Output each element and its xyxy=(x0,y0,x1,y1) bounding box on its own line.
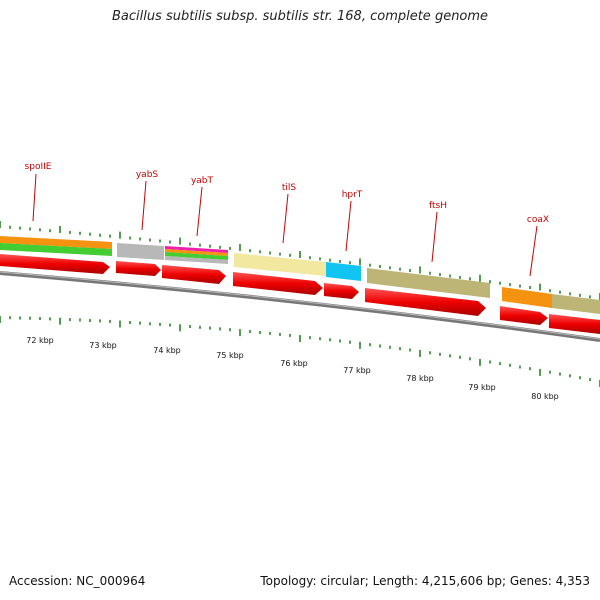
genome-backbone-highlight xyxy=(0,271,600,340)
feature-block-green xyxy=(0,243,112,256)
feature-block-magenta xyxy=(165,246,228,253)
kbp-label-79: 79 kbp xyxy=(468,383,496,392)
feature-block-khaki xyxy=(367,268,490,298)
kbp-label-72: 72 kbp xyxy=(26,336,54,345)
gene-arrow xyxy=(365,288,486,316)
feature-block-orange-3 xyxy=(502,287,552,308)
genome-backbone xyxy=(0,271,600,342)
gene-label-tilS: tilS xyxy=(282,183,297,193)
feature-block-cyan xyxy=(326,262,361,281)
kbp-label-73: 73 kbp xyxy=(89,341,117,350)
kbp-label-76: 76 kbp xyxy=(280,359,308,368)
kbp-label-78: 78 kbp xyxy=(406,374,434,383)
gene-arrow xyxy=(324,283,359,299)
gene-arrows xyxy=(0,254,600,334)
kbp-labels: 72 kbp 73 kbp 74 kbp 75 kbp 76 kbp 77 kb… xyxy=(26,336,559,401)
kbp-label-77: 77 kbp xyxy=(343,366,371,375)
feature-block-green-2 xyxy=(165,252,228,260)
gene-labels: spoIIE yabS yabT tilS hprT ftsH coaX xyxy=(25,162,550,225)
map-title: Bacillus subtilis subsp. subtilis str. 1… xyxy=(111,9,489,24)
feature-block-khaki-light xyxy=(234,253,326,276)
kbp-label-80: 80 kbp xyxy=(531,392,559,401)
gene-label-hprT: hprT xyxy=(342,190,363,200)
label-line-coaX xyxy=(529,225,538,277)
gene-label-coaX: coaX xyxy=(527,215,549,225)
feature-block-orange-2 xyxy=(165,249,228,256)
feature-block-grey xyxy=(117,243,164,260)
accession-text: Accession: NC_000964 xyxy=(9,574,146,588)
feature-track xyxy=(0,236,600,314)
upper-tick-marks xyxy=(0,221,600,300)
feature-block-orange xyxy=(0,236,112,249)
feature-block-grey-2 xyxy=(165,256,228,264)
gene-label-spoIIE: spoIIE xyxy=(25,162,52,172)
label-line-hprT xyxy=(345,200,352,252)
gene-label-lines xyxy=(32,173,538,277)
gene-arrow xyxy=(549,314,600,334)
kbp-label-75: 75 kbp xyxy=(216,351,244,360)
gene-arrow xyxy=(233,272,323,295)
label-line-ftsH xyxy=(431,211,438,263)
genome-summary-text: Topology: circular; Length: 4,215,606 bp… xyxy=(260,574,590,588)
feature-block-khaki-2 xyxy=(552,294,600,314)
gene-arrow xyxy=(500,306,548,325)
gene-arrow xyxy=(116,261,161,276)
gene-label-yabT: yabT xyxy=(191,176,214,186)
gene-label-yabS: yabS xyxy=(136,170,159,180)
label-line-yabT xyxy=(196,186,203,237)
lower-tick-marks xyxy=(0,316,600,387)
label-line-spoIIE xyxy=(32,173,37,222)
gene-arrow xyxy=(0,254,110,274)
label-line-yabS xyxy=(141,180,147,231)
gene-label-ftsH: ftsH xyxy=(429,201,447,211)
label-line-tilS xyxy=(282,193,289,244)
kbp-label-74: 74 kbp xyxy=(153,346,181,355)
gene-arrow xyxy=(162,265,226,284)
